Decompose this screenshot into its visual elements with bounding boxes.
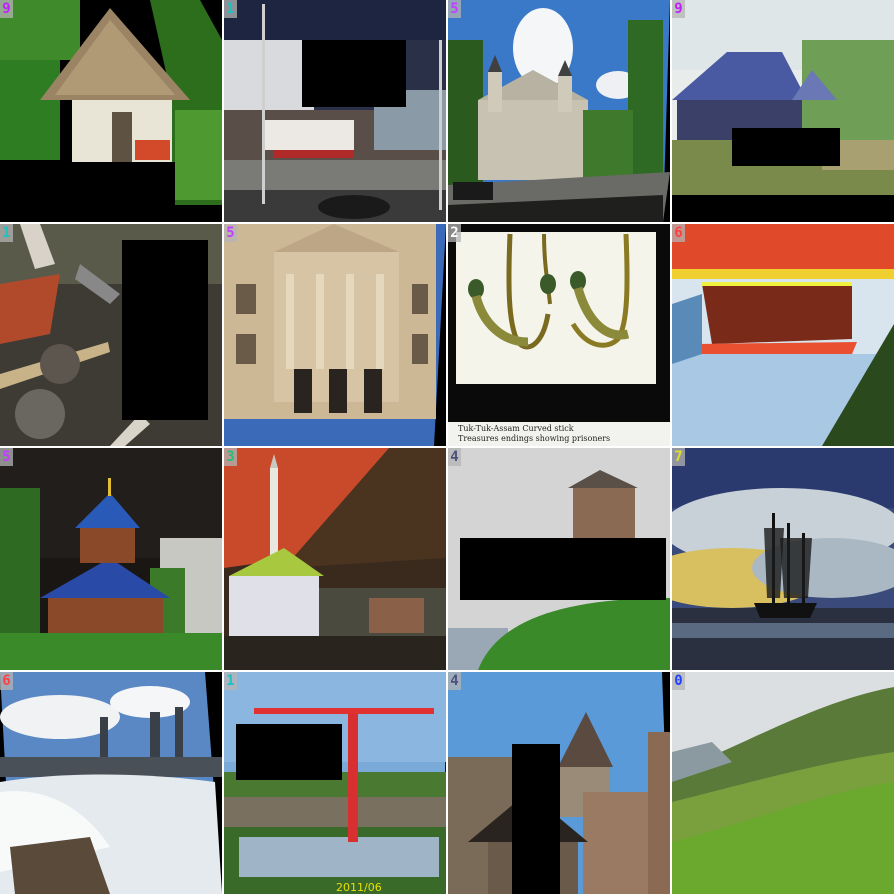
tile-label: 0 bbox=[672, 672, 685, 690]
tile-carved-stick-figures: Tuk-Tuk-Assam Curved stick Treasures end… bbox=[448, 224, 670, 446]
tile-label: 5 bbox=[224, 224, 237, 242]
tile-label: 7 bbox=[672, 448, 685, 466]
tile-red-crane: 2011/06 1 bbox=[224, 672, 446, 894]
tile-label: 3 bbox=[224, 448, 237, 466]
tile-label: 1 bbox=[0, 224, 13, 242]
tile-thatched-hut: 9 bbox=[0, 0, 222, 222]
tile-waterfall-solarized: 6 bbox=[672, 224, 894, 446]
fortress-towers-image bbox=[448, 672, 670, 894]
carved-stick-figures-image bbox=[448, 224, 670, 446]
baroque-church-image bbox=[448, 0, 670, 222]
caption-line-1: Tuk-Tuk-Assam Curved stick bbox=[458, 424, 574, 433]
tile-mosque-solarized: 3 bbox=[224, 448, 446, 670]
construction-debris-image bbox=[0, 224, 222, 446]
tall-ship-image bbox=[672, 448, 894, 670]
caption-line-2: Treasures endings showing prisoners bbox=[458, 434, 611, 443]
tile-castle-tower: 4 bbox=[448, 448, 670, 670]
castle-tower-image bbox=[448, 448, 670, 670]
classical-facade-image bbox=[224, 224, 446, 446]
tile-baroque-church: 5 bbox=[448, 0, 670, 222]
tile-construction-debris: 1 bbox=[0, 224, 222, 446]
green-hills-image bbox=[672, 672, 894, 894]
tile-label: 1 bbox=[224, 0, 237, 18]
tile-niagara-falls: 6 bbox=[0, 672, 222, 894]
mosque-solarized-image bbox=[224, 448, 446, 670]
tile-label: 2 bbox=[448, 224, 461, 242]
tile-tall-ship: 7 bbox=[672, 448, 894, 670]
red-crane-image bbox=[224, 672, 446, 894]
tile-green-hills: 0 bbox=[672, 672, 894, 894]
wooden-church-image bbox=[0, 448, 222, 670]
niagara-falls-image bbox=[0, 672, 222, 894]
tile-label: 6 bbox=[672, 224, 685, 242]
tile-label: 5 bbox=[448, 0, 461, 18]
waterfall-solarized-image bbox=[672, 224, 894, 446]
tile-label: 6 bbox=[0, 672, 13, 690]
tile-thatched-barn: 9 bbox=[672, 0, 894, 222]
specimen-caption: Tuk-Tuk-Assam Curved stick Treasures end… bbox=[448, 422, 670, 446]
tile-label: 9 bbox=[672, 0, 685, 18]
tile-fortress-towers: 4 bbox=[448, 672, 670, 894]
date-stamp: 2011/06 bbox=[336, 881, 382, 894]
tile-harbor-boats: 1 bbox=[224, 0, 446, 222]
tile-label: 4 bbox=[448, 448, 461, 466]
thatched-barn-image bbox=[672, 0, 894, 222]
tile-classical-facade: 5 bbox=[224, 224, 446, 446]
tile-label: 5 bbox=[0, 448, 13, 466]
tile-label: 1 bbox=[224, 672, 237, 690]
harbor-boats-image bbox=[224, 0, 446, 222]
thatched-hut-image bbox=[0, 0, 222, 222]
tile-label: 4 bbox=[448, 672, 461, 690]
tile-label: 9 bbox=[0, 0, 13, 18]
tile-wooden-church: 5 bbox=[0, 448, 222, 670]
